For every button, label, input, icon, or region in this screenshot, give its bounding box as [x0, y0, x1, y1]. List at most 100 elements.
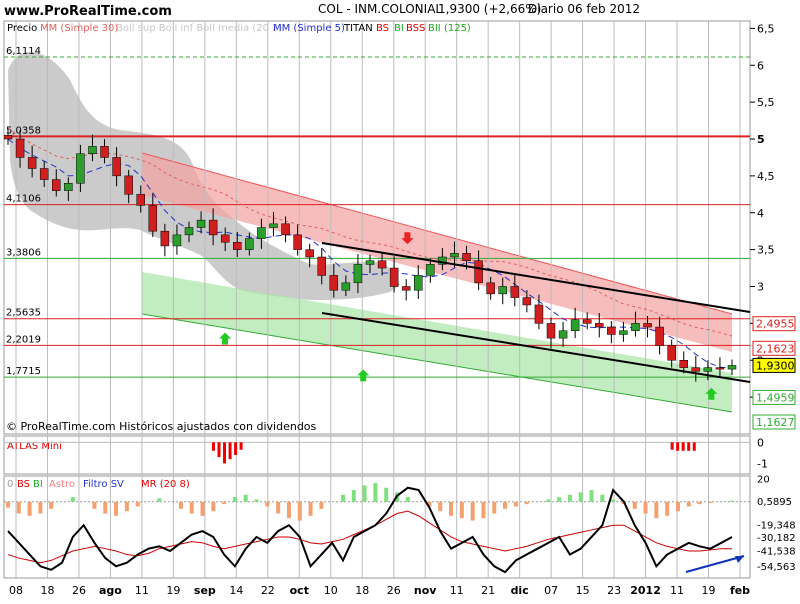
candle-down	[643, 323, 652, 328]
x-tick-label: ago	[99, 584, 122, 597]
y-tick-label: 4,5	[757, 170, 775, 183]
candle-up	[558, 330, 568, 339]
candle-up	[498, 286, 507, 295]
astro-bar	[675, 501, 680, 512]
candle-up	[353, 264, 363, 284]
x-tick-label: 19	[166, 584, 180, 597]
astro-bar	[470, 501, 475, 521]
atlas-bar	[234, 442, 238, 455]
astro-bar	[243, 494, 248, 502]
candle-down	[233, 242, 242, 250]
astro-bar	[665, 501, 670, 516]
trend-upper-line	[321, 242, 750, 313]
x-tick-label: 19	[702, 584, 716, 597]
candle-down	[100, 146, 109, 158]
atlas-bar	[223, 442, 227, 464]
instrument-name: COL - INM.COLONIAL	[318, 2, 442, 16]
green-up-arrow	[705, 387, 718, 400]
candle-down	[305, 249, 314, 258]
mm30-line	[7, 127, 733, 337]
trend-channel	[321, 242, 750, 383]
last-price: 1,9300 (+2,66%)	[438, 2, 541, 16]
astro-bar	[708, 501, 713, 503]
legend-titan: TITAN	[343, 23, 373, 34]
oscillator-y-axis: 0,5895 -19,348 -30,182 -41,538 -54,563 20	[757, 474, 796, 572]
y-tick-label: 5,5	[757, 96, 775, 109]
candle-down	[136, 194, 145, 206]
astro-bar	[135, 501, 140, 507]
x-axis-labels: 08 18 26 ago 11 19 sep 14 22 oct 10 18 26 nov 11 21 dic 0…	[9, 584, 750, 597]
x-tick-label: 14	[229, 584, 243, 597]
candle-down	[39, 168, 49, 180]
astro-bar	[686, 501, 691, 507]
y-tick-label: 6	[757, 59, 764, 72]
atlas-bars	[4, 441, 750, 464]
x-tick-label: 22	[261, 584, 275, 597]
osc-legend-item: BS	[17, 479, 30, 490]
candle-up	[76, 153, 85, 184]
candle-up	[438, 256, 447, 265]
x-tick-label: nov	[414, 584, 437, 597]
osc-tick-label: 0,5895	[757, 497, 792, 508]
astro-bar	[351, 490, 356, 502]
x-tick-label: 18	[355, 584, 369, 597]
astro-bar	[232, 497, 237, 502]
site-title[interactable]: www.ProRealTime.com	[4, 4, 172, 19]
y-tick-label: 6,5	[757, 22, 775, 35]
candle-up	[631, 323, 640, 331]
x-tick-label: 07	[544, 584, 558, 597]
y-tick-label: 5	[757, 133, 765, 146]
legend-precio: Precio	[7, 23, 37, 34]
astro-bar	[503, 501, 508, 509]
legend-bs: BS	[376, 23, 389, 34]
candle-up	[619, 330, 628, 335]
astro-bar	[373, 483, 378, 502]
astro-bar	[49, 501, 54, 509]
astro-bar	[459, 501, 464, 519]
horizontal-levels: 6,1114 5,0358 4,1106 3,3806 2,5635 2,2019 1,77…	[4, 46, 750, 378]
astro-bar	[632, 501, 637, 509]
legend-boll: Boll sup Boll inf Boll media (20 2)	[116, 23, 283, 34]
candle-up	[196, 219, 206, 228]
candle-up	[414, 275, 423, 291]
atlas-bar	[239, 442, 243, 450]
atlas-panel	[3, 435, 751, 475]
candle-down	[595, 323, 604, 328]
candle-down	[510, 286, 520, 298]
right-label-text: 1,1627	[756, 416, 795, 429]
astro-bar	[114, 501, 119, 516]
astro-bar	[600, 494, 605, 502]
astro-bar	[297, 501, 302, 521]
candle-up	[257, 227, 266, 239]
astro-bar	[384, 487, 389, 502]
oscillator-trend-arrow	[685, 555, 745, 573]
candle-down	[691, 367, 701, 372]
atlas-bar	[676, 442, 680, 451]
right-label-text: 1,9300	[756, 359, 795, 372]
candle-up	[184, 227, 194, 236]
astro-bar	[254, 499, 259, 502]
atlas-y-axis: 0 -1	[757, 436, 768, 470]
osc-tick-label: -30,182	[757, 533, 796, 544]
candle-down	[52, 179, 61, 191]
astro-bar	[557, 497, 562, 502]
horizontal-level-label: 4,1106	[6, 194, 41, 205]
astro-bar	[730, 500, 734, 502]
red-channel-upper	[141, 152, 733, 315]
osc-tick-label: 20	[757, 474, 770, 485]
green-up-arrow	[219, 332, 232, 345]
osc-legend-item: Filtro SV	[83, 479, 124, 490]
candle-down	[377, 260, 387, 269]
x-tick-label: 23	[607, 584, 621, 597]
filtro-sv-line	[7, 486, 733, 574]
atlas-bar	[670, 442, 674, 450]
candle-down	[389, 267, 399, 287]
green-channel-lower	[141, 313, 733, 413]
candle-down	[522, 297, 532, 306]
trend-lower-line	[321, 312, 750, 383]
astro-bar	[319, 501, 324, 509]
grid-lines	[15, 21, 741, 578]
right-label-box	[752, 414, 796, 430]
